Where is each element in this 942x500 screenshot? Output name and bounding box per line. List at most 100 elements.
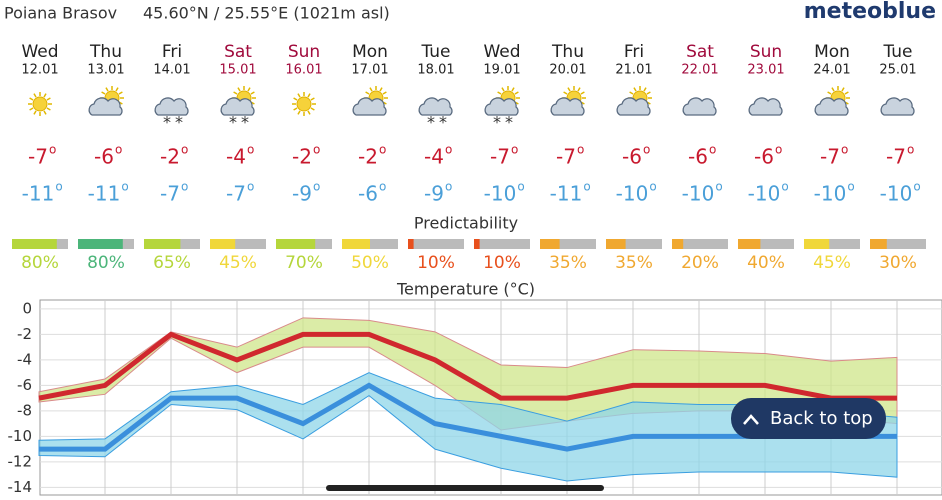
sun-ray: [497, 91, 502, 95]
weather-icon: [880, 97, 915, 116]
degree-mark: o: [379, 143, 386, 157]
weather-icon: [550, 86, 586, 116]
degree-mark: o: [577, 143, 584, 157]
temperature-band: [38, 372, 898, 482]
max-temp: -7: [886, 145, 906, 169]
coordinates: 45.60°N / 25.55°E (1021m asl): [143, 4, 390, 23]
snow: *: [163, 113, 171, 132]
y-tick-label: -14: [8, 478, 33, 496]
sun-ray: [567, 87, 571, 92]
day-date: 20.01: [549, 63, 586, 78]
y-tick-label: -2: [17, 325, 32, 343]
cloud: [616, 97, 651, 116]
min-temp: -10: [880, 182, 913, 206]
logo[interactable]: meteoblue: [804, 0, 936, 24]
max-temp: -2: [160, 145, 180, 169]
predictability-track: [474, 239, 530, 249]
predictability-label: 10%: [417, 253, 455, 273]
day-date: 12.01: [21, 63, 58, 78]
predictability-track: [738, 239, 794, 249]
sun-ray: [46, 97, 51, 101]
sun-ray: [118, 91, 123, 95]
sun-ray: [29, 107, 34, 111]
max-temp: -2: [292, 145, 312, 169]
degree-mark: o: [907, 143, 914, 157]
max-temp: -7: [556, 145, 576, 169]
max-temp: -6: [94, 145, 114, 169]
cloud: [418, 97, 453, 116]
sun-ray: [105, 87, 109, 92]
predictability-label: 65%: [153, 253, 191, 273]
degree-mark: o: [247, 180, 254, 194]
day-date: 19.01: [483, 63, 520, 78]
sun-ray: [629, 91, 634, 95]
min-temp: -9: [292, 182, 312, 206]
min-temp: -11: [88, 182, 121, 206]
degree-mark: o: [445, 143, 452, 157]
day-date: 25.01: [879, 63, 916, 78]
sun-ray: [831, 87, 835, 92]
degree-mark: o: [781, 180, 788, 194]
min-temp: -10: [748, 182, 781, 206]
degree-mark: o: [445, 180, 452, 194]
degree-mark: o: [841, 143, 848, 157]
snow: *: [505, 113, 513, 132]
day-date: 23.01: [747, 63, 784, 78]
degree-mark: o: [913, 180, 920, 194]
cloud: [484, 97, 519, 116]
max-temp: -4: [226, 145, 246, 169]
sun-ray: [633, 87, 637, 92]
cloud: [880, 97, 915, 116]
degree-mark: o: [121, 180, 128, 194]
predictability-label: 20%: [681, 253, 719, 273]
degree-mark: o: [775, 143, 782, 157]
day-name: Fri: [624, 42, 644, 62]
sun-ray: [365, 91, 370, 95]
day-name: Tue: [420, 42, 450, 62]
predictability-label: 10%: [483, 253, 521, 273]
day-name: Mon: [352, 42, 388, 62]
predictability-label: 50%: [351, 253, 389, 273]
cloud: [814, 97, 849, 116]
predictability-label: 80%: [87, 253, 125, 273]
predictability-label: 35%: [615, 253, 653, 273]
cloud: [748, 97, 783, 116]
degree-mark: o: [517, 180, 524, 194]
sun-ray: [310, 97, 315, 101]
weather-icon: * *: [154, 97, 189, 132]
weather-icon: [814, 86, 850, 116]
weather-icon: [748, 97, 783, 116]
predictability-bar: [408, 239, 414, 249]
sun-ray: [237, 87, 241, 92]
weather-icon: [616, 86, 652, 116]
degree-mark: o: [313, 143, 320, 157]
degree-mark: o: [643, 143, 650, 157]
sun-ray: [33, 110, 37, 115]
day-name: Thu: [89, 42, 122, 62]
predictability-bar: [210, 239, 236, 249]
predictability-bar: [804, 239, 830, 249]
day-date: 21.01: [615, 63, 652, 78]
min-temp: -10: [484, 182, 517, 206]
day-date: 17.01: [351, 63, 388, 78]
degree-mark: o: [247, 143, 254, 157]
day-name: Wed: [21, 42, 58, 62]
predictability-track: [870, 239, 926, 249]
day-name: Fri: [162, 42, 182, 62]
degree-mark: o: [55, 180, 62, 194]
degree-mark: o: [115, 143, 122, 157]
back-to-top-button[interactable]: Back to top: [731, 398, 886, 439]
sun-ray: [563, 91, 568, 95]
temperature-band: [38, 317, 898, 431]
snow: *: [427, 113, 435, 132]
sun-ray: [382, 91, 387, 95]
predictability-bar: [540, 239, 560, 249]
cloud: [550, 97, 585, 116]
sun: [296, 96, 312, 112]
degree-mark: o: [49, 143, 56, 157]
predictability-title: Predictability: [414, 214, 518, 233]
day-name: Thu: [551, 42, 584, 62]
day-name: Sat: [224, 42, 252, 62]
degree-mark: o: [313, 180, 320, 194]
weather-icon: * *: [484, 86, 520, 132]
